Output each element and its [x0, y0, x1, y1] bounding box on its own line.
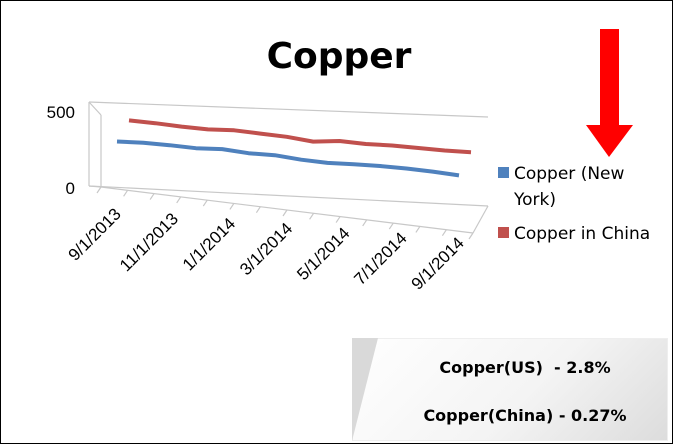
floor-left — [88, 185, 102, 188]
x-tick-label-6: 9/1/2014 — [408, 233, 468, 293]
x-tick-5 — [229, 203, 235, 210]
x-tick-10 — [362, 219, 368, 227]
x-tick-label-5: 7/1/2014 — [350, 229, 410, 289]
series-layer — [116, 118, 472, 178]
legend-swatch-new-york — [498, 167, 509, 178]
floor-right — [472, 205, 489, 234]
x-axis-labels: 9/1/201311/1/20131/1/20143/1/20145/1/201… — [65, 204, 468, 293]
legend: Copper (New York) Copper in China — [498, 161, 670, 255]
x-tick-4 — [202, 199, 208, 207]
x-tick-11 — [388, 222, 394, 230]
legend-item-china: Copper in China — [498, 221, 670, 247]
legend-label-china: Copper in China — [514, 224, 651, 244]
x-tick-2 — [149, 193, 155, 200]
arrow-shaft — [600, 29, 619, 126]
x-tick-9 — [335, 216, 341, 223]
down-arrow-icon — [586, 29, 633, 157]
x-tick-13 — [441, 229, 447, 237]
x-tick-label-4: 5/1/2014 — [293, 224, 353, 284]
x-tick-0 — [96, 186, 102, 194]
x-tick-12 — [415, 226, 421, 233]
legend-item-new-york: Copper (New York) — [498, 161, 670, 213]
series-line-0 — [116, 139, 460, 178]
x-tick-14 — [468, 232, 474, 240]
floor-back — [88, 185, 489, 207]
x-tick-7 — [282, 209, 288, 217]
summary-bevel — [352, 338, 378, 441]
legend-label-new-york: Copper (New York) — [514, 164, 625, 210]
chart-title: Copper — [267, 36, 412, 77]
x-tick-1 — [123, 189, 129, 197]
x-axis-ticks — [96, 186, 474, 240]
arrow-head — [586, 125, 633, 157]
side-wall-top — [88, 101, 102, 116]
y-tick-label-0: 0 — [66, 179, 75, 198]
x-tick-label-0: 9/1/2013 — [65, 204, 125, 264]
summary-us-change: Copper(US) - 2.8% — [439, 358, 611, 377]
x-tick-label-2: 1/1/2014 — [179, 214, 239, 274]
y-tick-label-500: 500 — [47, 103, 75, 122]
x-tick-6 — [255, 206, 261, 214]
x-tick-label-1: 11/1/2013 — [116, 209, 182, 275]
series-line-1 — [128, 118, 472, 155]
back-wall-top — [88, 101, 489, 118]
legend-swatch-china — [498, 227, 509, 238]
x-tick-8 — [309, 212, 315, 220]
x-tick-3 — [176, 196, 182, 204]
summary-box: Copper(US) - 2.8% Copper(China) - 0.27% — [352, 338, 668, 441]
summary-china-change: Copper(China) - 0.27% — [423, 406, 627, 425]
x-tick-label-3: 3/1/2014 — [236, 219, 296, 279]
